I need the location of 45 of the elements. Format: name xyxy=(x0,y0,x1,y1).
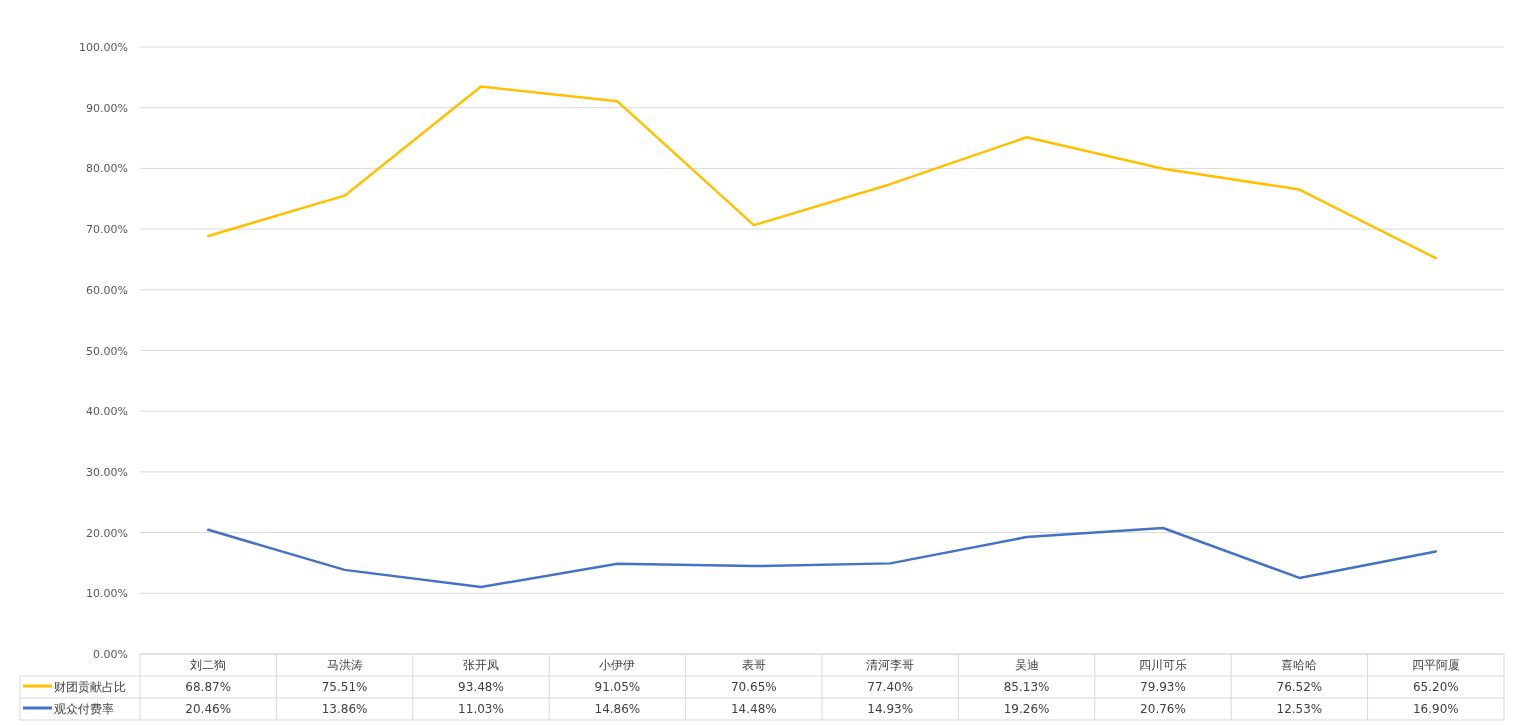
data-label: 14.93% xyxy=(867,702,914,716)
data-label: 77.40% xyxy=(867,680,914,694)
y-tick-label: 90.00% xyxy=(86,101,128,115)
data-label: 20.76% xyxy=(1140,702,1186,716)
x-tick-label: 小伊伊 xyxy=(599,658,636,672)
x-tick-label: 表哥 xyxy=(741,658,766,672)
y-tick-label: 30.00% xyxy=(86,465,128,479)
y-tick-label: 10.00% xyxy=(86,587,128,601)
data-label: 13.86% xyxy=(321,702,368,716)
x-tick-label: 清河李哥 xyxy=(866,658,915,672)
data-label: 19.26% xyxy=(1003,702,1050,716)
data-label: 14.86% xyxy=(594,702,641,716)
line-series xyxy=(206,526,1438,589)
data-label: 75.51% xyxy=(321,680,368,694)
data-label: 16.90% xyxy=(1412,702,1459,716)
x-tick-label: 刘二狗 xyxy=(190,658,227,672)
y-tick-label: 40.00% xyxy=(86,405,128,419)
y-tick-label: 60.00% xyxy=(86,283,128,297)
data-label: 11.03% xyxy=(458,702,504,716)
data-label: 70.65% xyxy=(730,680,777,694)
data-label: 91.05% xyxy=(594,680,641,694)
legend-label: 财团贡献占比 xyxy=(54,680,126,694)
data-label: 93.48% xyxy=(458,680,504,694)
x-tick-label: 四平阿厦 xyxy=(1411,658,1460,672)
x-tick-label: 喜哈哈 xyxy=(1281,658,1318,672)
data-label: 76.52% xyxy=(1276,680,1323,694)
x-tick-label: 马洪涛 xyxy=(326,658,363,672)
y-tick-label: 50.00% xyxy=(86,344,128,358)
y-tick-label: 20.00% xyxy=(86,526,128,540)
x-tick-label: 张开凤 xyxy=(463,658,499,672)
data-label: 65.20% xyxy=(1412,680,1459,694)
y-tick-label: 80.00% xyxy=(86,162,128,176)
line-series xyxy=(206,85,1438,260)
y-tick-label: 70.00% xyxy=(86,223,128,237)
data-label: 85.13% xyxy=(1003,680,1050,694)
x-tick-label: 四川可乐 xyxy=(1139,658,1187,672)
y-tick-label: 100.00% xyxy=(79,41,128,54)
data-label: 20.46% xyxy=(185,702,232,716)
data-label: 68.87% xyxy=(185,680,232,694)
data-label: 14.48% xyxy=(730,702,777,716)
data-label: 12.53% xyxy=(1276,702,1323,716)
data-label: 79.93% xyxy=(1140,680,1186,694)
y-tick-label: 0.00% xyxy=(93,648,128,661)
x-tick-label: 吴迪 xyxy=(1014,658,1039,672)
legend-label: 观众付费率 xyxy=(54,702,114,716)
